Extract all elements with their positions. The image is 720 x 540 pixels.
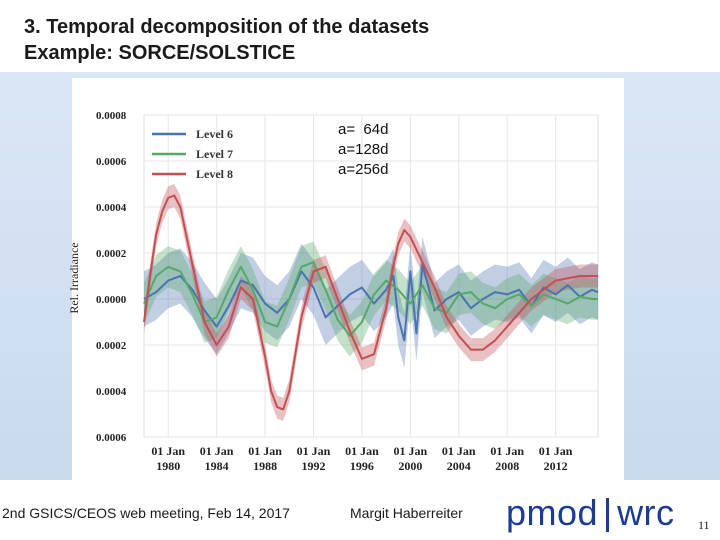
footer-meeting: 2nd GSICS/CEOS web meeting, Feb 14, 2017: [2, 505, 290, 521]
scale-annotation: a= 64d a=128d a=256d: [338, 121, 388, 178]
grid-layer: [143, 114, 599, 438]
footer-author: Margit Haberreiter: [350, 505, 463, 521]
y-axis-label: Rel. Irradiance: [67, 242, 81, 313]
logo-separator: [606, 498, 610, 533]
x-tick-label-5-line1: 01 Jan: [394, 444, 428, 458]
x-tick-label-5-line2: 2000: [398, 459, 422, 473]
x-tick-label-4-line2: 1996: [350, 459, 374, 473]
y-tick-label-7: 0.0006: [96, 432, 127, 444]
slide-title: 3. Temporal decomposition of the dataset…: [24, 14, 429, 66]
legend-label-level6: Level 6: [196, 127, 233, 141]
x-tick-label-2-line2: 1988: [253, 459, 277, 473]
x-tick-label-6-line2: 2004: [447, 459, 471, 473]
line-level8: [143, 194, 598, 411]
scale-annotation-line-2: a=128d: [338, 141, 388, 158]
scale-annotation-line-3: a=256d: [338, 161, 388, 178]
x-tick-label-6-line1: 01 Jan: [442, 444, 476, 458]
x-tick-label-3-line2: 1992: [301, 459, 325, 473]
title-line-2: Example: SORCE/SOLSTICE: [24, 42, 296, 64]
y-tick-label-0: 0.0008: [96, 110, 127, 122]
legend-label-level7: Level 7: [196, 147, 233, 161]
x-tick-label-8-line2: 2012: [544, 459, 568, 473]
x-tick-label-4-line1: 01 Jan: [345, 444, 379, 458]
legend: Level 6 Level 7 Level 8: [152, 127, 233, 181]
series-line-layer: [143, 194, 599, 411]
page-number: 11: [698, 518, 710, 532]
pmod-wrc-logo: pmod wrc: [506, 492, 675, 534]
x-tick-label-7-line1: 01 Jan: [490, 444, 524, 458]
x-tick-label-1-line2: 1984: [205, 459, 229, 473]
legend-label-level8: Level 8: [196, 167, 233, 181]
x-tick-label-7-line2: 2008: [495, 459, 519, 473]
logo-wrc: wrc: [617, 492, 675, 533]
line-level7: [143, 261, 598, 337]
x-tick-label-1-line1: 01 Jan: [200, 444, 234, 458]
x-tick-label-2-line1: 01 Jan: [248, 444, 282, 458]
y-tick-label-4: 0.0000: [96, 294, 127, 306]
title-line-1: 3. Temporal decomposition of the dataset…: [24, 16, 430, 38]
y-tick-label-2: 0.0004: [96, 202, 127, 214]
x-tick-label-3-line1: 01 Jan: [297, 444, 331, 458]
y-tick-label-6: 0.0004: [96, 386, 127, 398]
scale-annotation-line-1: a= 64d: [338, 121, 388, 138]
plot-area: [143, 114, 599, 438]
band-level8: [144, 184, 598, 421]
y-tick-label-1: 0.0006: [96, 156, 127, 168]
x-tick-label-0-line1: 01 Jan: [151, 444, 185, 458]
tick-label-layer: 0.0008 0.0006 0.0004 0.0002 0.0000 0.0002 0.00…: [96, 110, 573, 473]
logo-pmod: pmod: [506, 492, 599, 533]
line-level6: [143, 263, 599, 342]
x-tick-label-8-line1: 01 Jan: [539, 444, 573, 458]
y-tick-label-3: 0.0002: [96, 248, 127, 260]
x-tick-label-0-line2: 1980: [156, 459, 180, 473]
y-tick-label-5: 0.0002: [96, 340, 127, 352]
